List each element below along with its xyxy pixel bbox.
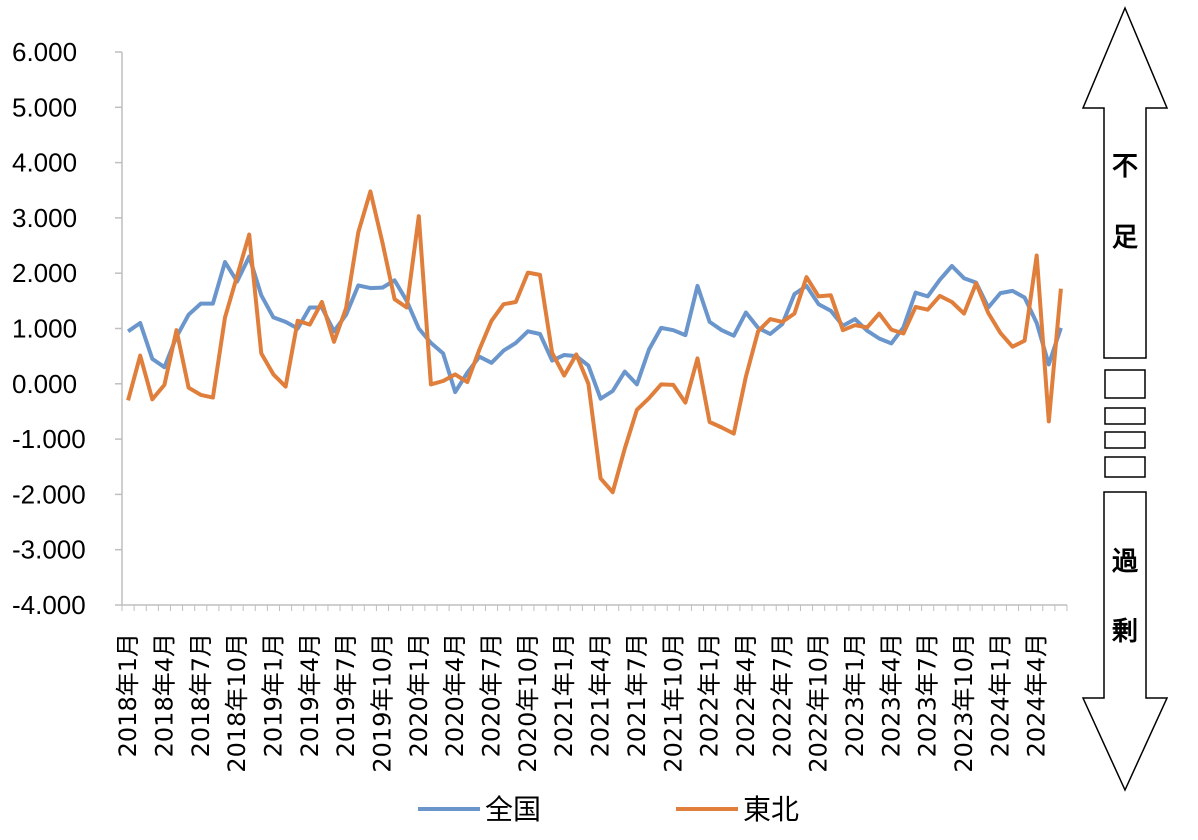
x-tick-label: 2018年1月 <box>114 633 142 757</box>
x-tick-label: 2022年4月 <box>732 633 760 757</box>
x-tick-label: 2023年4月 <box>877 633 905 757</box>
y-tick-label: -4.000 <box>12 590 86 620</box>
legend-label-zenkoku: 全国 <box>485 793 541 826</box>
divider-box <box>1104 456 1146 478</box>
y-tick-label: -1.000 <box>12 424 86 454</box>
x-tick-label: 2019年4月 <box>296 633 324 757</box>
x-axis: 2018年1月 2018年4月 2018年7月 2018年10月 2019年1月 2019… <box>114 604 1068 773</box>
label-shortage-2: 足 <box>1112 223 1138 253</box>
up-arrow-shape <box>1081 6 1169 359</box>
x-tick-label: 2019年10月 <box>368 633 396 773</box>
x-tick-label: 2021年4月 <box>587 633 615 757</box>
divider-box <box>1104 369 1146 399</box>
x-tick-label: 2022年1月 <box>696 633 724 757</box>
shortage-surplus-arrow: 不 足 過 剰 <box>1081 6 1169 792</box>
x-tick-label: 2023年10月 <box>950 633 978 773</box>
down-arrow-shape <box>1081 491 1169 792</box>
y-tick-label: 0.000 <box>12 369 77 399</box>
x-tick-label: 2024年1月 <box>986 633 1014 757</box>
x-tick-label: 2021年7月 <box>623 633 651 757</box>
x-tick-label: 2019年1月 <box>259 633 287 757</box>
x-tick-label: 2021年1月 <box>550 633 578 757</box>
y-tick-label: -3.000 <box>12 535 86 565</box>
x-tick-label: 2023年1月 <box>841 633 869 757</box>
x-tick-label: 2023年7月 <box>914 633 942 757</box>
series-layer <box>126 189 1063 495</box>
series-line-zenkoku <box>126 254 1063 401</box>
x-tick-label: 2020年10月 <box>514 633 542 773</box>
y-axis: 6.000 5.000 4.000 3.000 2.000 1.000 0.000 -1.00… <box>12 37 123 620</box>
x-tick-label: 2021年10月 <box>659 633 687 773</box>
legend: 全国 東北 <box>418 793 799 826</box>
y-tick-label: 2.000 <box>12 258 77 288</box>
x-tick-label: 2022年10月 <box>805 633 833 773</box>
divider-box <box>1104 407 1146 425</box>
label-surplus-1: 過 <box>1112 547 1139 577</box>
divider-box <box>1104 431 1146 449</box>
label-shortage-1: 不 <box>1112 152 1138 182</box>
legend-label-tohoku: 東北 <box>743 793 799 826</box>
y-tick-label: 5.000 <box>12 92 77 122</box>
y-tick-label: 4.000 <box>12 148 77 178</box>
x-tick-label: 2020年4月 <box>441 633 469 757</box>
x-tick-label: 2018年4月 <box>150 633 178 757</box>
x-tick-label: 2022年7月 <box>768 633 796 757</box>
y-tick-label: -2.000 <box>12 479 86 509</box>
label-surplus-2: 剰 <box>1111 617 1138 647</box>
x-tick-label: 2020年1月 <box>405 633 433 757</box>
y-tick-label: 6.000 <box>12 37 77 67</box>
x-tick-label: 2018年10月 <box>223 633 251 773</box>
x-tick-label: 2024年4月 <box>1023 633 1051 757</box>
x-tick-label: 2019年7月 <box>332 633 360 757</box>
series-line-tohoku <box>126 189 1063 495</box>
y-tick-label: 3.000 <box>12 203 77 233</box>
x-tick-label: 2020年7月 <box>478 633 506 757</box>
y-tick-label: 1.000 <box>12 314 77 344</box>
x-tick-label: 2018年7月 <box>187 633 215 757</box>
